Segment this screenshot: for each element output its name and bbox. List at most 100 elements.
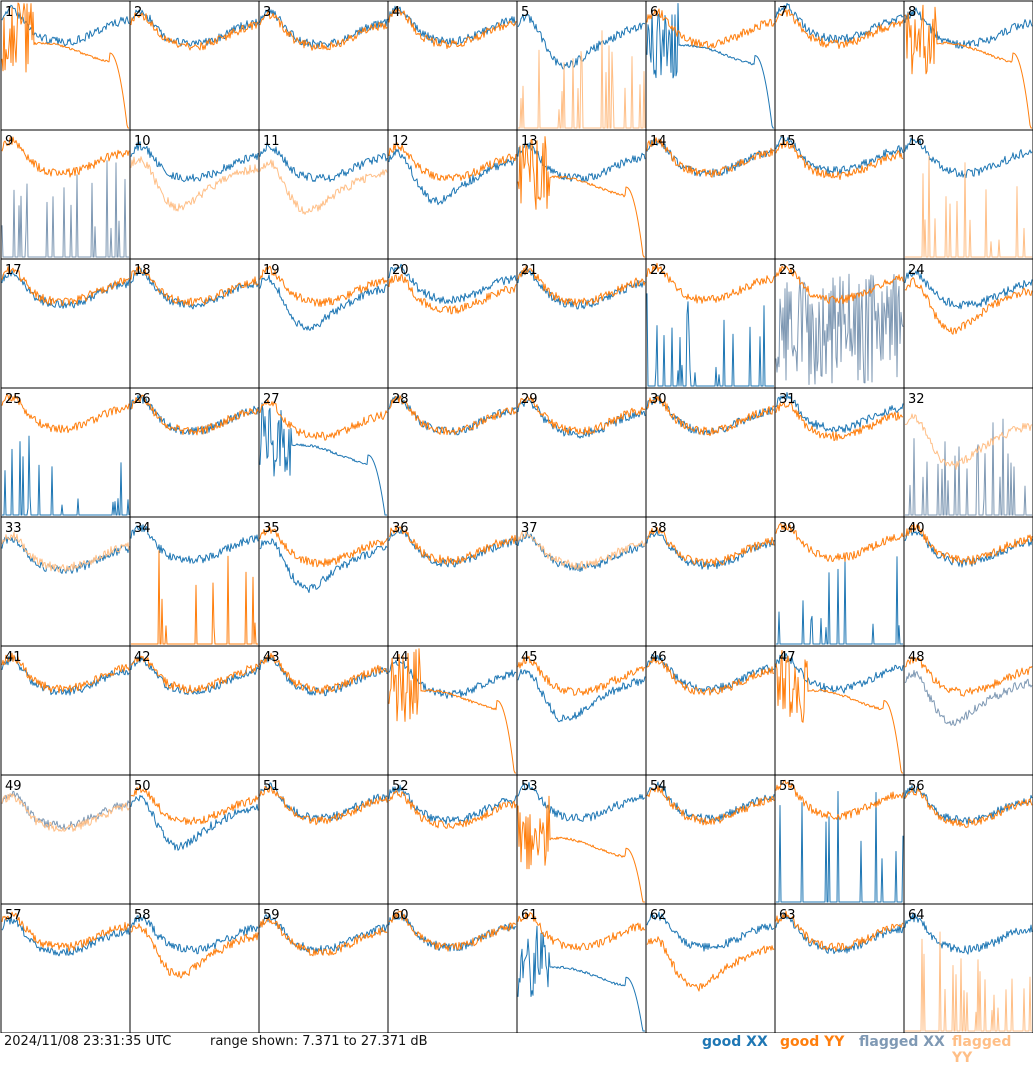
series-yy-line [388,7,517,50]
panel-16: 16 [903,129,1033,260]
panel-frame [516,0,647,131]
series-xx-line [517,13,646,70]
panel-label: 51 [263,779,280,794]
panel-60: 60 [387,903,518,1033]
panel-label: 27 [263,392,280,407]
panel-label: 42 [134,650,151,665]
panel-label: 5 [521,5,529,20]
panel-frame [258,516,389,647]
panel-label: 64 [908,908,925,923]
series-xx-line [388,529,517,568]
series-yy-line [646,656,775,696]
panel-frame [258,129,389,260]
series-xx-line [130,9,259,47]
series-yy-line [905,931,1032,1032]
series-yy-line [388,790,517,829]
panel-frame [645,516,776,647]
series-yy-line [1,2,129,129]
panel-label: 19 [263,263,280,278]
series-xx-line [646,293,774,387]
panel-label: 14 [650,134,667,149]
series-yy-line [388,910,517,952]
panel-label: 58 [134,908,151,923]
series-yy-line [904,277,1033,335]
panel-20: 20 [387,258,518,389]
panel-frame [645,774,776,905]
series-yy-line [646,8,775,49]
panel-frame [0,645,131,776]
series-yy-line [775,265,904,304]
legend-good-xx: good XX [702,1034,768,1050]
range-label: range shown: 7.371 to 27.371 dB [210,1034,428,1049]
panel-12: 12 [387,129,518,260]
series-yy-line [130,265,259,307]
panel-label: 57 [5,908,22,923]
panel-label: 24 [908,263,925,278]
panel-label: 40 [908,521,925,536]
series-yy-line [517,911,646,951]
series-xx-line [130,914,259,955]
panel-frame [0,903,131,1033]
panel-frame [129,903,260,1033]
panel-57: 57 [0,903,131,1033]
panel-label: 2 [134,5,142,20]
panel-10: 10 [129,129,260,260]
series-xx-line [1,916,130,957]
series-yy-line [775,522,904,562]
series-yy-line [775,139,904,180]
series-xx-line [646,911,775,952]
footer: 2024/11/08 23:31:35 UTC range shown: 7.3… [0,1033,1033,1066]
series-xx-line [517,142,646,182]
panel-24: 24 [903,258,1033,389]
series-xx-line [1,4,130,47]
panel-frame [774,774,905,905]
series-yy-line [130,655,259,694]
series-yy-line [646,394,775,437]
panel-frame [258,387,389,518]
series-xx-line [388,5,517,46]
panel-label: 16 [908,134,925,149]
panel-23: 23 [774,258,905,389]
panel-label: 22 [650,263,667,278]
panel-3: 3 [258,0,389,131]
series-yy-line [259,11,388,51]
series-yy-line [259,525,388,568]
panel-17: 17 [0,258,131,389]
series-xx-line [259,141,388,183]
panel-frame [129,516,260,647]
panel-label: 13 [521,134,538,149]
panel-label: 12 [392,134,409,149]
panel-label: 4 [392,5,400,20]
panel-label: 50 [134,779,151,794]
series-yy-line [259,652,388,694]
panel-39: 39 [774,516,905,647]
panel-label: 9 [5,134,13,149]
panel-label: 48 [908,650,925,665]
panel-19: 19 [258,258,389,389]
series-xx-line [517,669,646,723]
series-xx-line [775,2,904,44]
series-yy-line [131,550,258,645]
panel-label: 20 [392,263,409,278]
series-xx-line [259,538,388,593]
series-xx-line [388,148,517,206]
panel-frame [387,129,518,260]
panel-label: 41 [5,650,22,665]
panel-34: 34 [129,516,260,647]
panel-37: 37 [516,516,647,647]
series-yy-line [517,265,646,307]
panel-55: 55 [774,774,905,905]
panel-52: 52 [387,774,518,905]
panel-35: 35 [258,516,389,647]
series-yy-line [775,910,904,952]
panel-29: 29 [516,387,647,518]
panel-61: 61 [516,903,647,1033]
series-xx-line [130,141,259,183]
series-yy-line [388,648,516,774]
panel-frame [258,903,389,1033]
panel-label: 6 [650,5,658,20]
series-xx-line [1,655,130,696]
series-xx-line [775,653,904,694]
panel-frame [387,258,518,389]
